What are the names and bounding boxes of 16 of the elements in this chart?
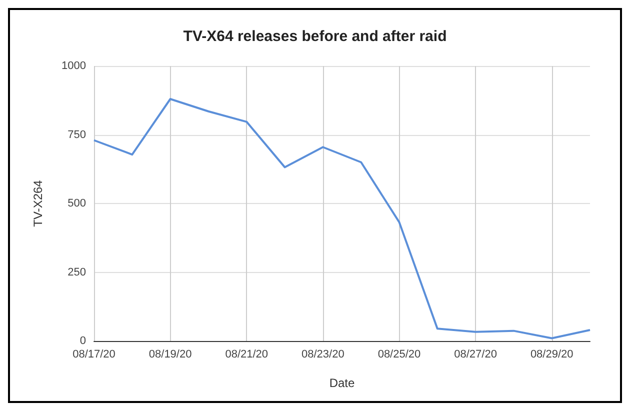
x-tick-label: 08/19/20 [148, 348, 192, 360]
x-tick-label: 08/17/20 [72, 348, 116, 360]
x-tick-label: 08/29/20 [530, 348, 574, 360]
y-tick-label: 500 [68, 198, 86, 210]
x-tick-label: 08/25/20 [378, 348, 421, 360]
x-tick-label: 08/27/20 [454, 348, 497, 360]
chart-title: TV-X64 releases before and after raid [183, 28, 447, 45]
x-tick-label: 08/21/20 [225, 348, 268, 360]
y-tick-label: 750 [68, 128, 86, 141]
y-tick-label: 250 [68, 266, 86, 278]
x-axis-title: Date [329, 376, 355, 390]
y-tick-label: 0 [80, 335, 86, 347]
line-series [93, 98, 591, 340]
x-tick-label: 08/23/20 [302, 348, 344, 360]
y-tick-label: 1000 [62, 60, 86, 72]
y-axis-title: TV-X264 [31, 180, 45, 227]
